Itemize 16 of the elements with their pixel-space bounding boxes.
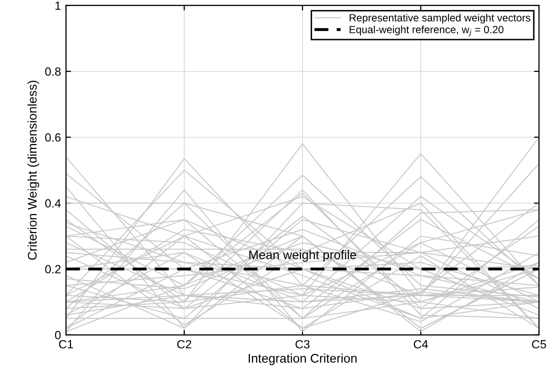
x-tick-label: C2 <box>177 340 192 348</box>
x-tick-label: C4 <box>414 340 428 348</box>
legend-label: Representative sampled weight vectors <box>350 14 530 24</box>
y-axis-title: Criterion Weight (dimensionless) <box>28 80 40 260</box>
x-tick-label: C3 <box>296 340 310 348</box>
y-tick-label: 0.2 <box>45 265 61 274</box>
y-tick-label: 0.8 <box>45 67 61 76</box>
y-tick-label: 0 <box>55 330 61 340</box>
x-axis-title: Integration Criterion <box>248 354 357 366</box>
x-tick-label: C5 <box>532 340 546 348</box>
legend-label: Equal-weight reference, w$_{j}$ = 0.20 <box>350 26 504 36</box>
y-tick-label: 0.6 <box>45 133 61 142</box>
annotation: Mean weight profile <box>249 250 356 262</box>
y-tick-label: 0.4 <box>45 199 61 208</box>
x-tick-label: C1 <box>59 340 73 348</box>
y-tick-label: 1 <box>55 2 61 10</box>
